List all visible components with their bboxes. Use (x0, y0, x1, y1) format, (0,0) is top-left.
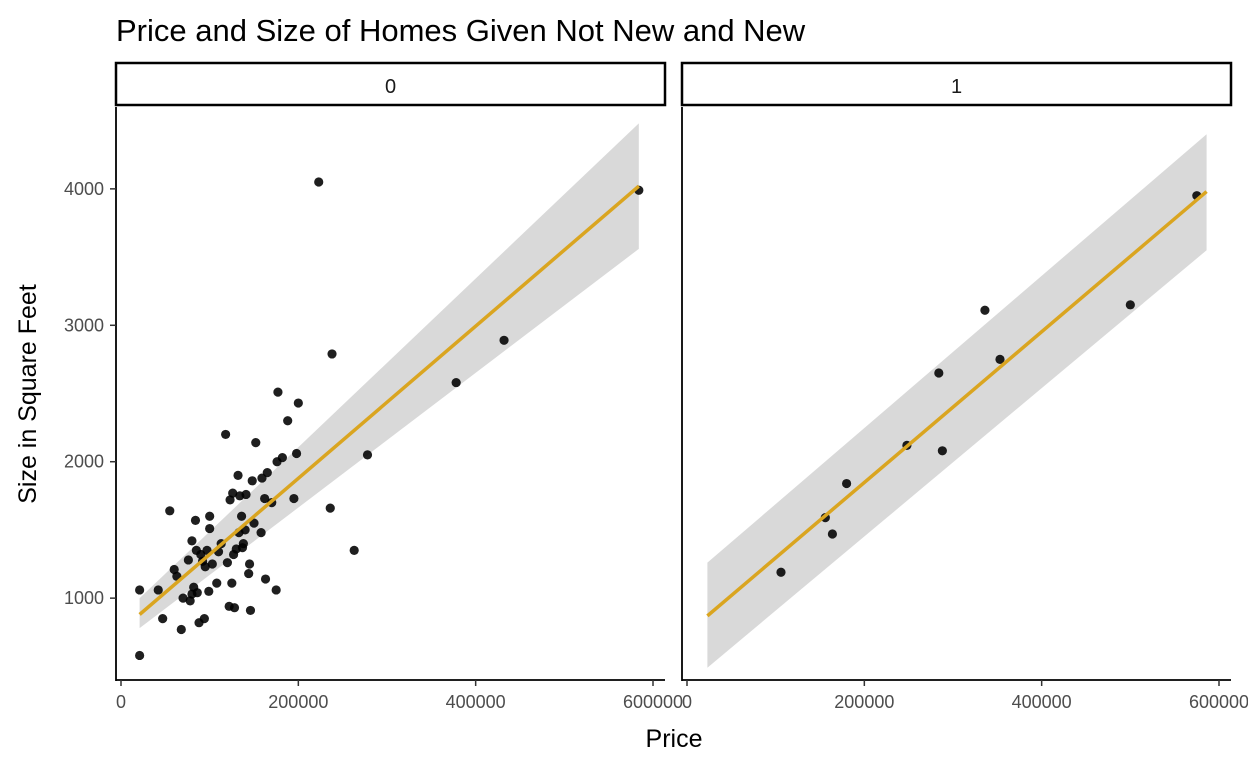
data-point (249, 518, 259, 528)
data-point (273, 387, 283, 397)
data-point (842, 478, 852, 489)
data-point (776, 567, 786, 577)
data-point (207, 559, 217, 569)
panel-1: 1 0 200000 400000 600000 (680, 61, 1248, 712)
x-tick-label: 600000 (623, 692, 683, 712)
data-point (178, 593, 188, 603)
data-point (153, 585, 163, 595)
data-point (238, 538, 248, 549)
data-point (205, 511, 215, 521)
data-point (241, 489, 251, 500)
panels: 0 0 200000 400000 600000 1000 2000 3000 4000 1 0 20… (64, 61, 1248, 712)
data-point (228, 488, 238, 498)
facet-strip (680, 61, 1233, 107)
x-tick-label: 0 (682, 692, 692, 712)
confidence-band (707, 134, 1207, 668)
data-point (283, 416, 293, 426)
data-point (222, 558, 232, 568)
y-axis-title: Size in Square Feet (14, 284, 42, 504)
x-tick-label: 400000 (1012, 692, 1072, 712)
data-point (934, 368, 944, 378)
x-axis-title: Price (646, 725, 703, 753)
data-point (937, 446, 947, 456)
data-point (256, 528, 266, 538)
data-point (233, 470, 243, 480)
data-point (271, 585, 281, 595)
data-point (251, 438, 261, 448)
x-tick-label: 200000 (834, 692, 894, 712)
facet-strip-label: 1 (951, 76, 962, 98)
data-point (289, 493, 299, 504)
data-point (183, 555, 193, 565)
data-point (229, 603, 240, 613)
data-point (158, 614, 168, 624)
data-point (995, 354, 1005, 364)
data-point (187, 536, 197, 546)
data-point (227, 578, 237, 588)
data-point (349, 545, 359, 555)
data-point (1125, 300, 1135, 310)
data-point (176, 624, 186, 635)
y-tick-label: 4000 (64, 179, 104, 199)
fit-line (706, 190, 1208, 618)
data-point (192, 588, 202, 598)
data-point (293, 398, 303, 408)
facet-strip-label: 0 (385, 76, 396, 98)
data-point (200, 562, 210, 572)
y-tick-label: 1000 (64, 588, 104, 608)
data-point (247, 476, 257, 486)
data-point (244, 568, 254, 579)
data-point (190, 515, 201, 525)
data-point (135, 585, 145, 595)
data-point (314, 177, 324, 187)
data-point (260, 574, 271, 584)
x-tick-label: 200000 (268, 692, 328, 712)
data-point (499, 335, 509, 345)
data-point (980, 305, 990, 315)
x-tick-label: 0 (116, 692, 126, 712)
data-point (236, 511, 247, 521)
panel-0: 0 0 200000 400000 600000 1000 2000 3000 4000 (64, 61, 683, 712)
data-point (244, 559, 255, 569)
data-point (260, 493, 270, 504)
data-point (827, 529, 838, 539)
data-point (204, 586, 214, 596)
data-point (135, 650, 145, 661)
data-point (327, 349, 337, 359)
data-point (362, 450, 373, 460)
x-tick-label: 400000 (446, 692, 506, 712)
data-point (451, 377, 461, 388)
y-tick-label: 3000 (64, 315, 104, 335)
data-point (262, 468, 272, 478)
fit-line (138, 184, 640, 616)
y-tick-label: 2000 (64, 452, 104, 472)
data-point (165, 506, 175, 516)
data-point (325, 503, 335, 513)
data-point (221, 429, 231, 440)
x-tick-label: 600000 (1189, 692, 1248, 712)
chart-title: Price and Size of Homes Given Not New an… (116, 13, 806, 48)
facet-strip (114, 61, 667, 107)
data-point (291, 448, 302, 459)
data-point (277, 453, 287, 463)
data-point (199, 614, 209, 624)
data-point (245, 605, 256, 616)
data-point (212, 578, 222, 588)
data-point (205, 523, 215, 534)
